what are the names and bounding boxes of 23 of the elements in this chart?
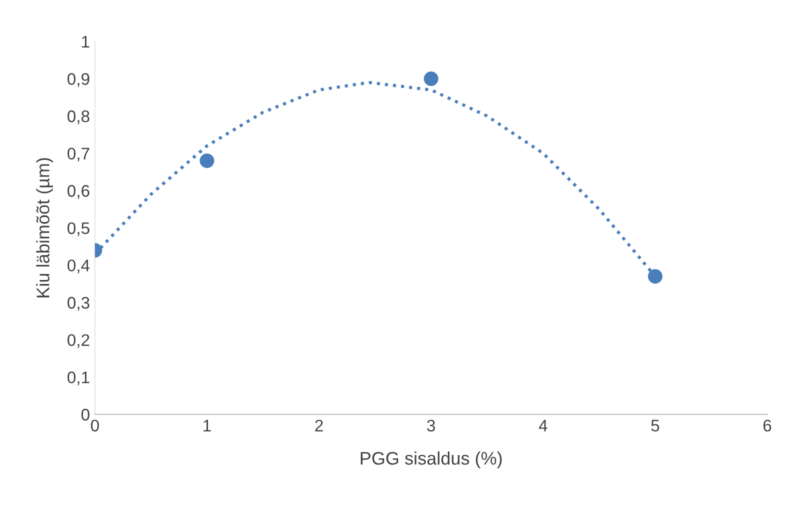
point <box>648 269 662 284</box>
y-tick-label: 0,2 <box>68 334 90 348</box>
point <box>424 71 438 86</box>
x-tick-label: 2 <box>315 420 323 432</box>
x-tick-label: 3 <box>427 420 435 432</box>
y-tick-label: 0,5 <box>68 222 90 236</box>
point <box>200 154 214 168</box>
y-axis-title: Kiu läbimõõt (µm) <box>36 158 54 298</box>
x-axis-title: PGG sisaldus (%) <box>360 451 502 468</box>
y-tick-label: 0,3 <box>68 296 90 311</box>
y-tick-label: 0,1 <box>68 372 90 386</box>
x-tick-label: 5 <box>651 420 660 432</box>
y-tick-label: 0,8 <box>68 110 90 124</box>
y-tick-label: 0,4 <box>68 260 90 274</box>
x-tick-label: 0 <box>90 420 99 432</box>
y-tick-label: 0,6 <box>68 185 90 199</box>
x-tick-label: 4 <box>538 420 548 432</box>
y-tick-label: 1 <box>82 36 90 48</box>
x-tick-label: 1 <box>204 420 211 432</box>
y-tick-label: 0 <box>81 408 90 421</box>
y-tick-label: 0,9 <box>68 73 90 87</box>
x-tick-label: 6 <box>763 420 772 432</box>
y-tick-label: 0,7 <box>68 148 90 162</box>
